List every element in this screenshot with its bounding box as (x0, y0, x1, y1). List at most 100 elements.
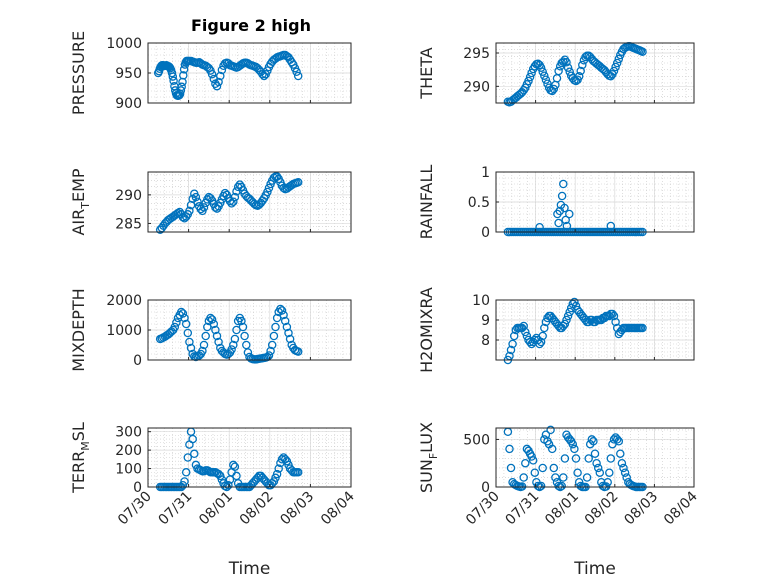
data-point (176, 86, 186, 95)
data-point (277, 306, 287, 315)
data-point (560, 319, 570, 329)
data-point (573, 468, 582, 477)
axes-frame (147, 171, 352, 233)
data-point (506, 345, 516, 355)
data-point (554, 218, 563, 228)
data-point (546, 425, 555, 435)
figure-title: Figure 2 high (191, 16, 311, 35)
data-point (533, 481, 543, 491)
data-point (201, 331, 210, 341)
data-point (536, 337, 546, 347)
y-tick-label: 900 (115, 96, 142, 112)
data-point (199, 203, 209, 212)
data-point (549, 463, 559, 473)
data-point (179, 71, 188, 80)
data-point (172, 318, 181, 327)
data-point (212, 81, 222, 91)
data-point (167, 68, 177, 78)
data-point (611, 62, 620, 72)
y-axis-label: THETA (417, 47, 436, 99)
data-point (212, 331, 222, 341)
data-point (620, 468, 630, 477)
y-tick-label: 300 (115, 425, 142, 441)
x-tick-label: 08/01 (542, 489, 582, 529)
data-point (508, 339, 517, 349)
data-point (199, 340, 209, 350)
data-point (207, 69, 217, 79)
y-tick-label: 0 (133, 353, 142, 369)
y-tick-label: 950 (115, 66, 142, 82)
y-axis-label: RAINFALL (417, 165, 436, 240)
y-tick-label: 1000 (106, 36, 142, 52)
data-point (521, 458, 530, 468)
data-point (582, 473, 592, 482)
data-point (576, 66, 585, 76)
data-point (506, 463, 516, 473)
data-point (560, 454, 570, 463)
y-tick-label: 200 (115, 443, 142, 459)
data-point (540, 323, 549, 333)
data-point (280, 316, 290, 326)
y-axis-label: TERRMSL (69, 422, 92, 494)
data-point (536, 63, 546, 72)
data-point (609, 66, 619, 76)
y-tick-label: 0 (133, 480, 142, 496)
data-point (293, 468, 303, 477)
data-point (570, 297, 579, 307)
data-point (183, 328, 193, 338)
data-point (279, 310, 288, 320)
y-tick-label: 100 (115, 462, 142, 478)
data-point (574, 72, 584, 81)
data-point (224, 480, 233, 490)
data-point (186, 343, 196, 353)
x-tick-label: 08/02 (237, 489, 277, 529)
x-axis-label: Time (228, 559, 271, 579)
data-point (185, 337, 194, 347)
data-point (616, 449, 625, 458)
data-point (272, 469, 282, 479)
axes-frame (495, 299, 695, 361)
data-point (525, 337, 535, 347)
axes-frame (495, 42, 695, 104)
data-point (238, 322, 248, 332)
data-point (536, 481, 546, 491)
data-point (559, 57, 568, 66)
data-point (264, 351, 274, 360)
y-tick-label: 1 (481, 165, 490, 181)
data-point (557, 191, 567, 201)
y-axis-label: AIRTEMP (69, 168, 92, 235)
data-point (237, 316, 246, 326)
data-point (269, 331, 279, 341)
x-tick-label: 07/31 (156, 489, 196, 529)
data-point (638, 323, 647, 333)
y-tick-label: 0.5 (468, 195, 490, 211)
data-point (527, 452, 536, 461)
data-point (560, 203, 569, 213)
data-point (170, 322, 180, 332)
axes-frame (147, 427, 352, 488)
data-point (271, 322, 280, 332)
data-point (538, 463, 547, 473)
data-point (168, 72, 178, 81)
data-point (227, 199, 236, 208)
data-point (519, 321, 528, 331)
data-point (524, 76, 533, 86)
data-point (538, 67, 547, 76)
data-point (619, 463, 628, 473)
data-point (188, 434, 197, 444)
data-point (606, 221, 616, 231)
data-point (593, 463, 603, 473)
data-point (292, 67, 301, 77)
data-point (293, 347, 303, 356)
data-point (559, 473, 568, 482)
data-point (563, 63, 573, 72)
y-axis-label: H2OMIXRA (417, 287, 436, 373)
subplot-6: 8 9 10 H2OMIXRA (417, 287, 695, 373)
data-point (606, 454, 616, 463)
data-point (521, 327, 530, 337)
y-tick-label: 500 (463, 432, 490, 448)
data-point (571, 454, 581, 463)
